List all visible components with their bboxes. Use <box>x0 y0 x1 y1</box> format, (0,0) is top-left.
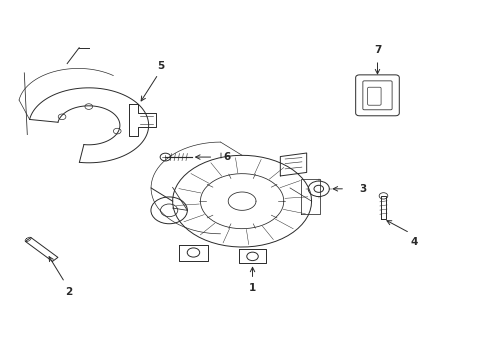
Text: 5: 5 <box>157 60 164 71</box>
Text: 3: 3 <box>359 184 366 194</box>
Text: 1: 1 <box>248 283 256 293</box>
Text: 2: 2 <box>65 287 72 297</box>
Text: 7: 7 <box>373 45 380 55</box>
Text: 4: 4 <box>410 237 417 247</box>
Text: 6: 6 <box>223 152 230 162</box>
